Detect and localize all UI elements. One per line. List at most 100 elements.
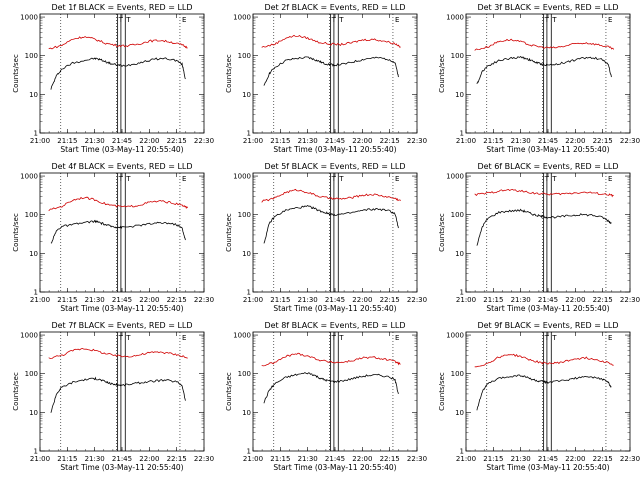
marker-letter: E [395,334,399,342]
y-tick-label: 1000 [233,173,251,181]
x-tick-label: 22:15 [593,455,613,463]
marker-letter: E [608,16,612,24]
y-tick-label: 10 [29,250,38,258]
x-tick-label: 22:30 [407,455,427,463]
lld-series-line [48,36,188,50]
events-series-line [263,372,399,404]
x-tick-label: 21:15 [270,137,290,145]
x-tick-label: 22:15 [167,296,187,304]
y-tick-label: 100 [451,52,464,60]
x-axis-label: Start Time (03-May-11 20:55:40) [486,304,609,313]
x-tick-label: 22:00 [139,455,159,463]
lld-series-line [261,188,401,203]
marker-letter: E [608,334,612,342]
plot-frame [252,13,418,134]
y-tick-label: 1 [247,130,251,138]
chart-panel: Det 9f BLACK = Events, RED = LLD 21:00 21:… [438,321,640,472]
marker-letter: T [331,16,337,24]
x-tick-label: 21:15 [57,137,77,145]
y-tick-label: 1 [247,448,251,456]
y-axis-label: Counts/sec [12,54,20,93]
y-tick-label: 1000 [446,332,464,340]
lld-series-line [474,38,614,51]
chart-title: Det 8f BLACK = Events, RED = LLD [264,321,405,330]
y-tick-label: 100 [25,52,38,60]
x-tick-label: 22:00 [352,137,372,145]
x-tick-label: 21:30 [511,455,531,463]
chart-title: Det 2f BLACK = Events, RED = LLD [264,3,405,12]
y-tick-label: 1 [460,289,464,297]
plot-frame [252,172,418,293]
plot-frame [252,331,418,452]
events-series-line [476,374,612,411]
x-tick-label: 22:00 [565,137,585,145]
y-axis-label: Counts/sec [225,372,233,411]
x-tick-label: 21:45 [325,137,345,145]
marker-letter: T [338,16,344,24]
x-tick-label: 21:45 [538,455,558,463]
x-tick-label: 22:00 [565,455,585,463]
y-tick-label: 100 [451,370,464,378]
x-axis-label: Start Time (03-May-11 20:55:40) [273,304,396,313]
y-tick-label: 1 [460,448,464,456]
y-tick-label: 100 [238,211,251,219]
x-tick-label: 21:45 [325,455,345,463]
chart-panel: Det 3f BLACK = Events, RED = LLD 21:00 21:… [438,3,640,154]
x-tick-label: 21:30 [85,455,105,463]
y-tick-label: 1 [247,289,251,297]
plot-frame [465,331,631,452]
plot-frame [465,172,631,293]
chart-panel: Det 4f BLACK = Events, RED = LLD 21:00 21:… [12,162,214,313]
lld-series-line [474,353,614,368]
marker-letter: T [551,175,557,183]
lld-series-line [48,196,188,212]
events-series-line [263,205,399,244]
y-tick-label: 100 [238,370,251,378]
x-tick-label: 22:30 [620,455,640,463]
y-tick-label: 1000 [446,173,464,181]
x-tick-label: 21:30 [85,296,105,304]
chart-panel: Det 1f BLACK = Events, RED = LLD 21:00 21:… [12,3,214,154]
x-tick-label: 22:30 [194,296,214,304]
x-axis-label: Start Time (03-May-11 20:55:40) [273,463,396,472]
x-tick-label: 21:00 [456,137,476,145]
x-tick-label: 22:15 [380,296,400,304]
y-tick-label: 1000 [20,173,38,181]
events-series-line [50,57,186,90]
y-tick-label: 10 [29,409,38,417]
x-tick-label: 21:30 [511,137,531,145]
x-tick-label: 21:45 [112,137,132,145]
chart-panel: Det 5f BLACK = Events, RED = LLD 21:00 21:… [225,162,427,313]
marker-letter: T [551,16,557,24]
chart-title: Det 7f BLACK = Events, RED = LLD [51,321,192,330]
x-tick-label: 22:30 [407,296,427,304]
x-tick-label: 22:00 [139,137,159,145]
x-tick-label: 22:15 [167,137,187,145]
marker-letter: T [544,16,550,24]
x-tick-label: 22:00 [352,296,372,304]
y-axis-label: Counts/sec [438,54,446,93]
y-tick-label: 1000 [20,332,38,340]
y-tick-label: 10 [242,91,251,99]
y-tick-label: 1000 [20,14,38,22]
plot-frame [465,13,631,134]
x-tick-label: 22:30 [194,455,214,463]
y-tick-label: 1000 [233,14,251,22]
x-tick-label: 22:15 [593,296,613,304]
x-tick-label: 21:00 [30,137,50,145]
events-series-line [50,219,186,244]
x-tick-label: 21:45 [538,296,558,304]
x-tick-label: 21:45 [112,455,132,463]
x-tick-label: 22:30 [194,137,214,145]
x-tick-label: 21:30 [85,137,105,145]
y-tick-label: 1000 [233,332,251,340]
x-tick-label: 21:00 [243,296,263,304]
x-tick-label: 21:00 [30,296,50,304]
events-series-line [476,208,612,246]
x-tick-label: 21:00 [30,455,50,463]
x-tick-label: 22:15 [167,455,187,463]
marker-letter: E [608,175,612,183]
y-tick-label: 10 [455,250,464,258]
y-axis-label: Counts/sec [225,54,233,93]
